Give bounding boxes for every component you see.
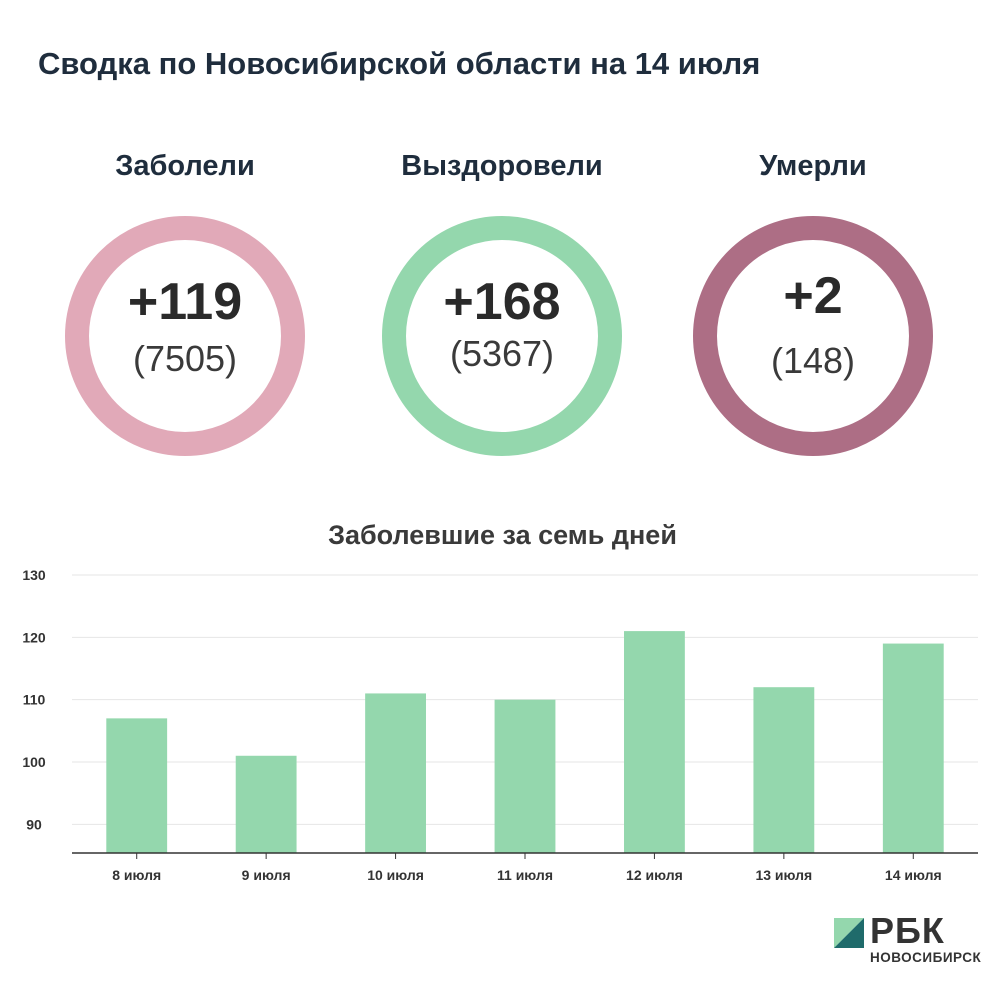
bar bbox=[494, 699, 556, 853]
bar bbox=[882, 643, 944, 853]
x-tick-label: 12 июля bbox=[626, 867, 683, 883]
bar bbox=[235, 755, 297, 853]
bar bbox=[365, 693, 426, 853]
stat-died: Умерли +2 (148) bbox=[663, 140, 963, 470]
y-tick-label: 90 bbox=[26, 816, 42, 832]
stat-recovered-total: (5367) bbox=[449, 333, 555, 374]
chart-title: Заболевшие за семь дней bbox=[328, 520, 677, 550]
stat-died-ring bbox=[693, 216, 933, 456]
x-tick-label: 9 июля bbox=[242, 867, 291, 883]
x-tick-label: 14 июля bbox=[885, 867, 942, 883]
rbc-logo: РБК НОВОСИБИРСК bbox=[834, 910, 994, 972]
logo-name: РБК bbox=[870, 910, 945, 951]
bar bbox=[624, 631, 685, 853]
stat-died-total: (148) bbox=[770, 340, 856, 381]
stat-infected-ring bbox=[65, 216, 305, 456]
stat-died-delta: +2 bbox=[783, 267, 843, 325]
stat-recovered-label: Выздоровели bbox=[401, 150, 603, 182]
logo-mark-icon bbox=[834, 918, 864, 948]
stat-infected-delta: +119 bbox=[127, 273, 243, 331]
x-tick-label: 13 июля bbox=[755, 867, 812, 883]
y-tick-label: 120 bbox=[22, 629, 46, 645]
y-tick-label: 130 bbox=[22, 567, 46, 583]
stat-infected-total: (7505) bbox=[132, 338, 238, 379]
stat-recovered-delta: +168 bbox=[443, 273, 561, 331]
bar bbox=[753, 687, 815, 853]
stat-recovered: Выздоровели +168 (5367) bbox=[352, 140, 652, 470]
x-tick-label: 10 июля bbox=[367, 867, 424, 883]
bar-chart: 90 100 110 120 130 8 июля 9 июля 10 июля 11 июля… bbox=[22, 567, 978, 883]
y-tick-label: 110 bbox=[23, 692, 46, 708]
page-title: Сводка по Новосибирской области на 14 ию… bbox=[38, 46, 761, 81]
bar bbox=[106, 718, 168, 853]
stat-infected-label: Заболели bbox=[115, 150, 255, 182]
stat-died-label: Умерли bbox=[759, 150, 867, 182]
y-tick-label: 100 bbox=[22, 754, 46, 770]
x-tick-label: 11 июля bbox=[497, 867, 553, 883]
logo-city: НОВОСИБИРСК bbox=[870, 950, 982, 965]
stat-infected: Заболели +119 (7505) bbox=[35, 140, 335, 470]
x-tick-label: 8 июля bbox=[112, 867, 161, 883]
